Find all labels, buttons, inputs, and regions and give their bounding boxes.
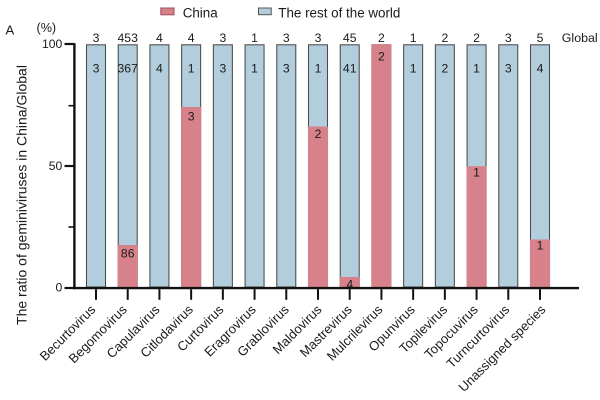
svg-text:2: 2 xyxy=(441,61,448,75)
svg-text:3: 3 xyxy=(93,31,100,45)
svg-text:China: China xyxy=(183,5,219,20)
svg-text:3: 3 xyxy=(505,61,512,75)
svg-text:5: 5 xyxy=(537,31,544,45)
svg-text:1: 1 xyxy=(251,61,258,75)
svg-text:45: 45 xyxy=(343,31,357,45)
svg-text:3: 3 xyxy=(283,61,290,75)
svg-text:2: 2 xyxy=(441,31,448,45)
svg-text:1: 1 xyxy=(315,61,322,75)
svg-text:Global: Global xyxy=(562,31,598,45)
svg-text:3: 3 xyxy=(283,31,290,45)
svg-text:50: 50 xyxy=(49,159,63,173)
svg-text:1: 1 xyxy=(410,31,417,45)
svg-text:2: 2 xyxy=(378,31,385,45)
svg-text:1: 1 xyxy=(473,61,480,75)
svg-text:100: 100 xyxy=(42,37,63,51)
svg-text:The rest of the world: The rest of the world xyxy=(278,5,400,20)
svg-text:0: 0 xyxy=(56,280,63,294)
svg-text:1: 1 xyxy=(251,31,258,45)
svg-text:3: 3 xyxy=(505,31,512,45)
svg-text:1: 1 xyxy=(410,61,417,75)
svg-text:41: 41 xyxy=(343,61,357,75)
svg-text:367: 367 xyxy=(118,61,139,75)
svg-text:3: 3 xyxy=(219,31,226,45)
svg-text:4: 4 xyxy=(537,61,544,75)
svg-text:3: 3 xyxy=(315,31,322,45)
svg-text:3: 3 xyxy=(219,61,226,75)
svg-text:3: 3 xyxy=(93,61,100,75)
svg-text:3: 3 xyxy=(188,110,195,124)
svg-text:1: 1 xyxy=(188,61,195,75)
svg-text:4: 4 xyxy=(188,31,195,45)
svg-text:2: 2 xyxy=(315,127,322,141)
svg-text:2: 2 xyxy=(473,31,480,45)
svg-text:2: 2 xyxy=(378,50,385,64)
svg-text:4: 4 xyxy=(346,278,353,292)
svg-text:1: 1 xyxy=(537,239,544,253)
svg-text:4: 4 xyxy=(156,31,163,45)
svg-text:4: 4 xyxy=(156,61,163,75)
svg-text:A: A xyxy=(6,23,15,38)
svg-text:1: 1 xyxy=(473,166,480,180)
svg-text:453: 453 xyxy=(118,31,139,45)
svg-text:86: 86 xyxy=(121,247,135,261)
svg-text:The ratio of geminiviruses in: The ratio of geminiviruses in China/Glob… xyxy=(14,65,30,325)
svg-text:(%): (%) xyxy=(37,21,57,35)
